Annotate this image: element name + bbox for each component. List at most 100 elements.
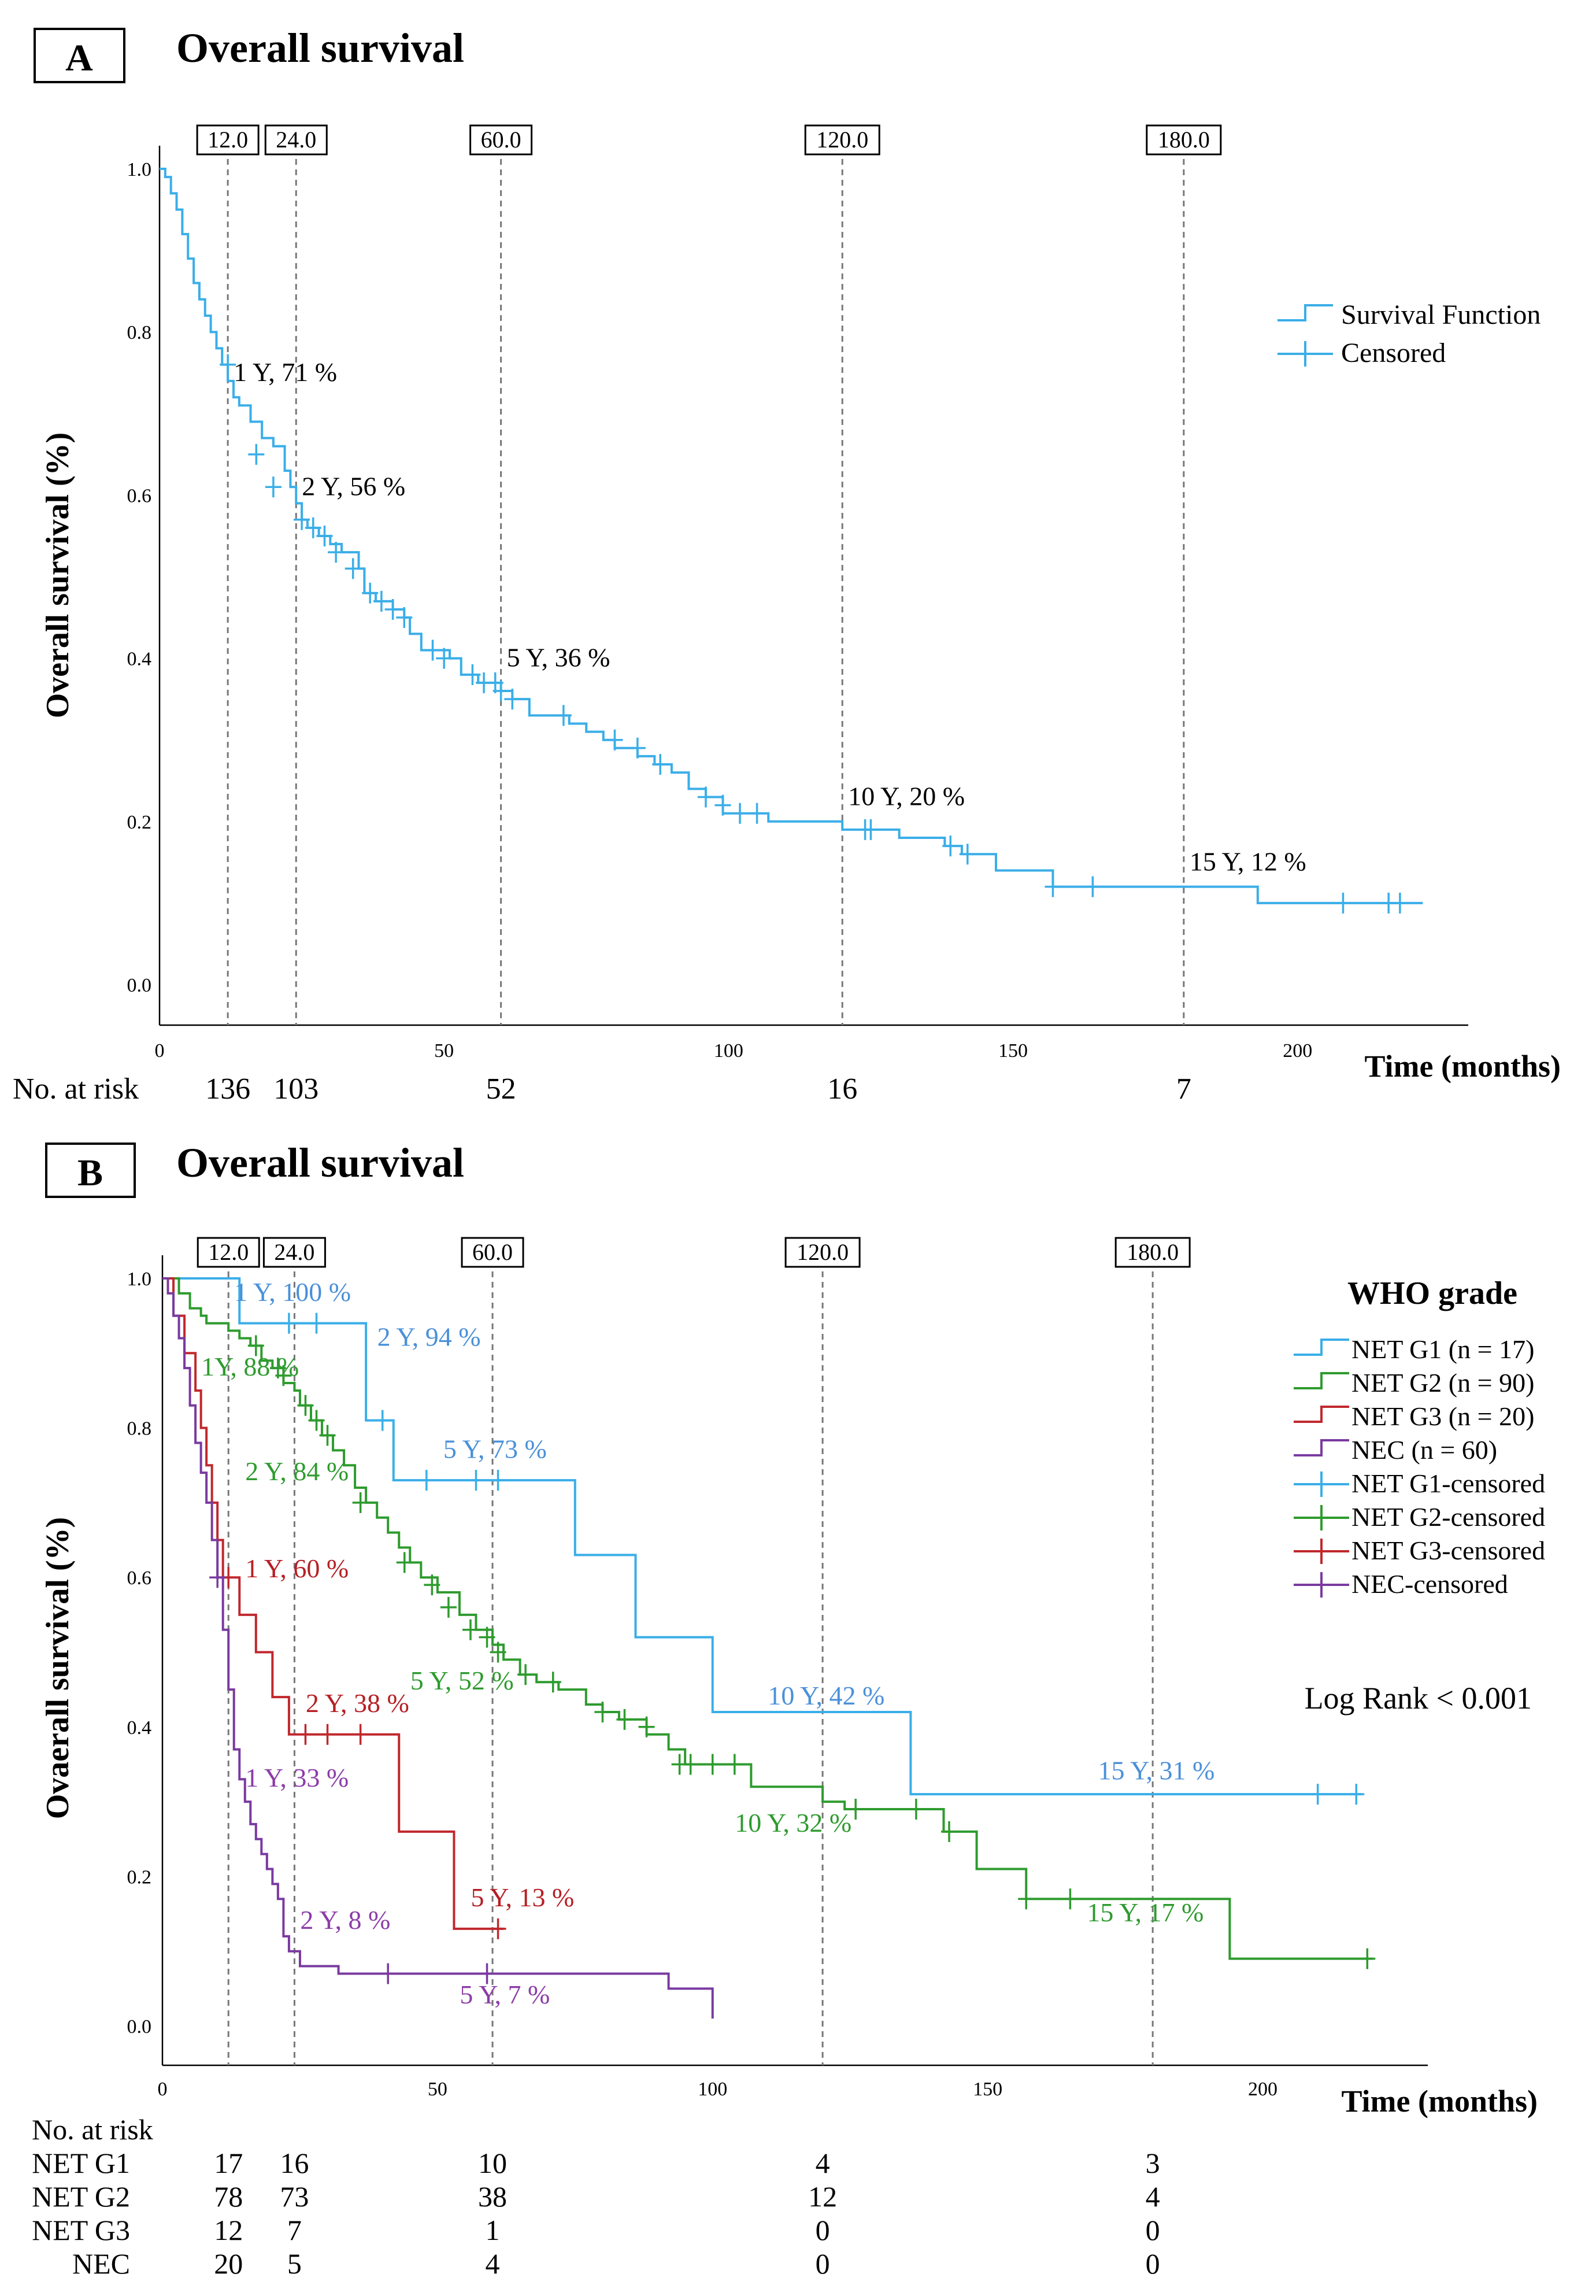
at-risk-row-name: NEC [72, 2247, 130, 2280]
reference-label-box [197, 1237, 260, 1268]
milestone-label: 5 Y, 13 % [471, 1883, 574, 1912]
y-tick-label: 1.0 [127, 159, 152, 180]
at-risk-value: 1 [486, 2214, 500, 2246]
reference-label: 180.0 [1127, 1239, 1179, 1265]
series-net-g1 [162, 1277, 1365, 1805]
censor-mark [319, 1724, 336, 1745]
milestone-label: 5 Y, 52 % [410, 1666, 514, 1695]
reference-label: 120.0 [797, 1239, 849, 1265]
milestone-label: 5 Y, 7 % [460, 1980, 550, 2009]
milestone-label: 1 Y, 33 % [245, 1763, 349, 1792]
censor-mark [908, 1799, 924, 1820]
y-tick-label: 0.0 [127, 975, 152, 996]
milestone-label: 10 Y, 20 % [848, 782, 965, 811]
censor-mark [209, 1567, 226, 1588]
x-axis-label: Time (months) [1364, 1049, 1561, 1084]
reference-label-box [461, 1237, 524, 1268]
survival-curve [162, 1277, 714, 2019]
milestone-label: 5 Y, 73 % [443, 1434, 547, 1463]
censor-mark [374, 1410, 391, 1431]
at-risk-value: 4 [816, 2147, 830, 2179]
censor-mark [462, 1619, 479, 1640]
x-tick-label: 0 [155, 1040, 165, 1062]
milestone-label: 1 Y, 60 % [245, 1554, 349, 1583]
reference-label-box [469, 124, 533, 156]
reference-label-box [262, 1237, 326, 1268]
y-axis-label: Ovaerall survival (%) [40, 1517, 76, 1820]
censor-mark [248, 443, 265, 465]
y-axis-label: Overall survival (%) [40, 432, 76, 719]
censor-mark [682, 1754, 699, 1775]
at-risk-value: 136 [205, 1073, 250, 1106]
censor-mark [308, 1410, 325, 1431]
censor-mark [362, 582, 379, 604]
y-tick-label: 0.0 [127, 2016, 152, 2038]
at-risk-label: No. at risk [13, 1073, 139, 1106]
censor-mark [468, 1470, 484, 1491]
censor-mark [652, 754, 669, 775]
milestone-label: 5 Y, 36 % [507, 643, 610, 672]
milestone-label: 10 Y, 32 % [735, 1808, 851, 1837]
at-risk-table: No. at risk 136 103 52 16 7 [13, 1073, 1191, 1106]
at-risk-value: 73 [280, 2180, 309, 2213]
milestone-label: 1 Y, 71 % [234, 357, 337, 387]
censor-mark [629, 737, 646, 759]
censor-mark [704, 1754, 721, 1775]
reference-label: 180.0 [1158, 127, 1210, 153]
panel-letter: A [65, 37, 93, 79]
at-risk-value: 4 [1146, 2180, 1160, 2213]
censor-mark [862, 819, 879, 840]
censor-mark [616, 1709, 633, 1730]
y-tick-label: 0.8 [127, 1418, 152, 1440]
chart-title: Overall survival [176, 1140, 464, 1186]
censor-mark [440, 1596, 457, 1618]
censor-mark [1084, 876, 1101, 897]
legend: Survival Function Censored [1277, 300, 1541, 368]
censor-mark [726, 1754, 743, 1775]
y-tick-label: 0.6 [127, 1567, 152, 1589]
reference-label: 24.0 [274, 1239, 314, 1265]
at-risk-value: 20 [214, 2247, 243, 2280]
at-risk-value: 10 [478, 2147, 507, 2179]
legend: WHO grade NET G1 (n = 17) NET G2 (n = 90) N… [1294, 1275, 1545, 1599]
x-tick-label: 100 [698, 2079, 727, 2100]
censor-mark [280, 1312, 297, 1334]
y-tick-label: 0.6 [127, 485, 152, 506]
censor-mark [265, 476, 282, 498]
at-risk-value: 3 [1146, 2147, 1160, 2179]
reference-label-box [1146, 124, 1222, 156]
legend-censor-icon [1277, 341, 1333, 367]
reference-label: 12.0 [208, 127, 248, 153]
censor-mark [297, 1395, 314, 1416]
censor-mark [328, 542, 345, 563]
at-risk-value: 0 [816, 2247, 830, 2280]
milestone-label: 1Y, 88 % [201, 1352, 299, 1381]
x-tick-label: 150 [998, 1040, 1028, 1062]
censor-mark [490, 1470, 506, 1491]
legend-label: NET G2 (n = 90) [1351, 1368, 1534, 1397]
milestone-label: 2 Y, 84 % [245, 1456, 349, 1486]
series-nec [162, 1277, 714, 2019]
survival-curve [162, 1277, 1362, 1796]
censor-mark [352, 1492, 369, 1513]
at-risk-value: 16 [827, 1073, 857, 1106]
censor-mark [847, 1799, 864, 1820]
survival-curve [160, 168, 1423, 904]
legend-line-icon [1294, 1339, 1349, 1356]
censor-mark [305, 517, 321, 538]
censor-mark [1348, 1784, 1365, 1805]
censor-mark [1359, 1948, 1376, 1969]
censor-mark [517, 1664, 534, 1685]
at-risk-value: 16 [280, 2147, 309, 2179]
reference-label: 12.0 [208, 1239, 249, 1265]
censor-mark [959, 844, 976, 865]
censor-mark [424, 639, 441, 661]
legend-label: NET G1-censored [1351, 1469, 1545, 1498]
reference-label-box [264, 124, 328, 156]
legend-label: NET G2-censored [1351, 1502, 1545, 1532]
at-risk-value: 103 [273, 1073, 319, 1106]
legend-label: Censored [1341, 338, 1446, 368]
